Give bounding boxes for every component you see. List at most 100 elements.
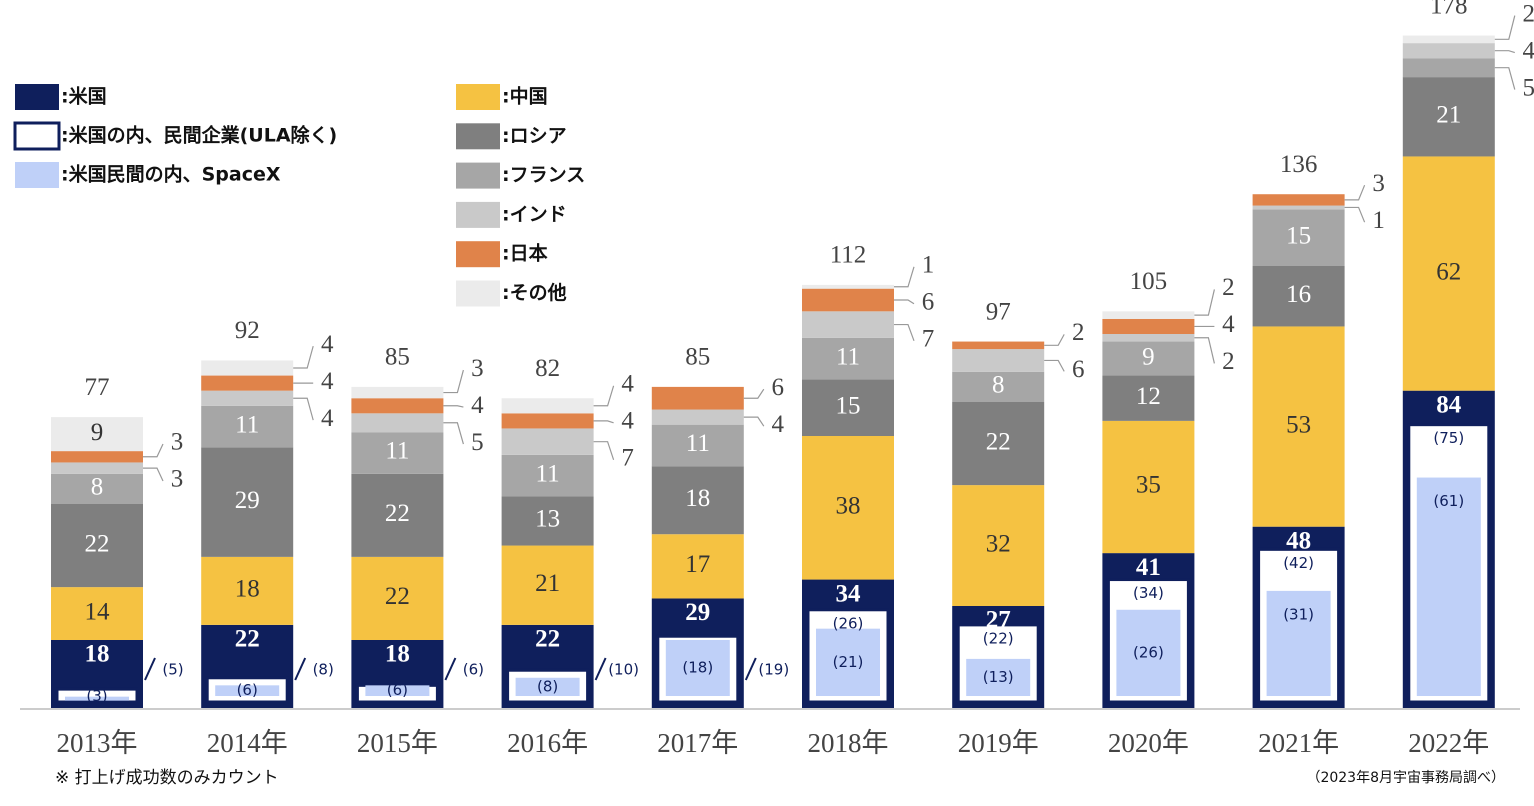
data-label: (8)	[537, 677, 558, 695]
bar-segment	[651, 386, 744, 410]
data-label: (6)	[237, 681, 258, 699]
x-tick-label: 2018年	[808, 728, 889, 758]
leader-line	[593, 385, 615, 407]
data-label: 6	[1072, 356, 1085, 383]
data-label: 3	[171, 466, 184, 493]
data-label: 2	[1072, 319, 1085, 346]
leader-line	[594, 657, 607, 681]
leader-line	[744, 657, 757, 681]
leader-line	[1194, 289, 1215, 316]
leader-line	[1344, 206, 1366, 223]
total-label: 85	[685, 344, 710, 371]
leader-line	[294, 657, 307, 681]
data-label: (6)	[463, 661, 484, 679]
data-label: 3	[1372, 170, 1385, 197]
leader-line	[443, 369, 464, 394]
spacex-box	[1116, 609, 1181, 696]
bar-segment	[1402, 156, 1495, 391]
legend-swatch	[456, 162, 500, 189]
data-label: 1	[922, 252, 935, 279]
data-label: 18	[385, 641, 410, 668]
total-label: 178	[1430, 0, 1468, 19]
data-label: 4	[1523, 37, 1534, 64]
bar-segment	[802, 337, 894, 380]
data-label: 34	[836, 580, 862, 607]
data-label: 18	[235, 576, 260, 603]
leader-line	[743, 416, 765, 427]
total-label: 97	[986, 298, 1011, 325]
bar-segment	[201, 405, 294, 448]
data-label: 21	[1436, 102, 1461, 129]
bar-segment	[802, 284, 894, 289]
bar-segment	[1102, 420, 1195, 554]
data-label: 11	[235, 411, 259, 438]
data-label: 84	[1436, 391, 1462, 418]
bar-segment	[1102, 318, 1195, 334]
bar-segment	[201, 390, 294, 406]
legend-label: :ロシア	[502, 125, 567, 147]
bar-segment	[952, 341, 1045, 350]
leader-line	[1044, 359, 1065, 372]
data-label: 32	[986, 530, 1011, 557]
data-label: 4	[471, 392, 484, 419]
data-label: 48	[1286, 527, 1311, 554]
bar-segment	[802, 436, 894, 580]
data-label: (3)	[86, 687, 107, 705]
leader-line	[894, 266, 915, 288]
bar-segment	[1252, 209, 1345, 266]
data-label: 21	[535, 570, 560, 597]
bar-segment	[802, 379, 894, 436]
data-label: 4	[621, 371, 634, 398]
bar-segment	[1252, 194, 1345, 206]
x-tick-label: 2019年	[958, 728, 1039, 758]
leader-line	[1494, 15, 1516, 40]
data-label: 29	[235, 487, 260, 514]
bar-segment	[51, 504, 143, 588]
data-label: 4	[1222, 311, 1235, 338]
spacex-box	[215, 685, 280, 696]
data-label: 5	[471, 429, 484, 456]
data-label: 22	[535, 626, 560, 653]
legend-label: :米国民間の内、SpaceX	[61, 163, 281, 186]
data-label: 12	[1136, 383, 1161, 410]
data-label: (61)	[1433, 492, 1464, 510]
data-label: 9	[91, 419, 104, 446]
footnote: ※ 打上げ成功数のみカウント	[55, 768, 279, 788]
x-tick-label: 2017年	[657, 728, 738, 758]
spacex-box	[1416, 477, 1481, 696]
data-label: (26)	[1133, 643, 1164, 661]
bar-segment	[51, 451, 143, 463]
data-label: (22)	[983, 629, 1014, 647]
leader-line	[1044, 334, 1065, 346]
leader-line	[144, 657, 156, 681]
data-label: 8	[91, 474, 104, 501]
data-label: 22	[385, 500, 410, 527]
data-label: 22	[385, 583, 410, 610]
bar-segment	[501, 398, 594, 414]
data-label: 18	[685, 485, 710, 512]
spacex-box	[816, 628, 880, 696]
data-label: 8	[992, 372, 1005, 399]
bar-segment	[1252, 205, 1345, 210]
bar-segment	[1102, 341, 1195, 376]
bar-segment	[651, 409, 744, 425]
leader-line	[1194, 337, 1215, 364]
bar-segment	[1402, 58, 1495, 78]
bar-segment	[501, 454, 594, 497]
bar-segment	[1102, 334, 1195, 342]
data-label: 62	[1436, 258, 1461, 285]
legend-swatch	[15, 162, 59, 188]
spacex-box	[65, 696, 129, 701]
bar-segment	[651, 466, 744, 535]
bar-segment	[952, 485, 1045, 606]
leader-line	[143, 443, 164, 458]
bar-segment	[651, 424, 744, 467]
bar-segment	[952, 349, 1045, 372]
x-tick-label: 2014年	[207, 728, 288, 758]
data-label: 22	[986, 428, 1011, 455]
x-tick-label: 2020年	[1108, 728, 1189, 758]
total-label: 82	[535, 355, 560, 382]
leader-line	[143, 467, 164, 482]
data-label: 4	[321, 368, 334, 395]
